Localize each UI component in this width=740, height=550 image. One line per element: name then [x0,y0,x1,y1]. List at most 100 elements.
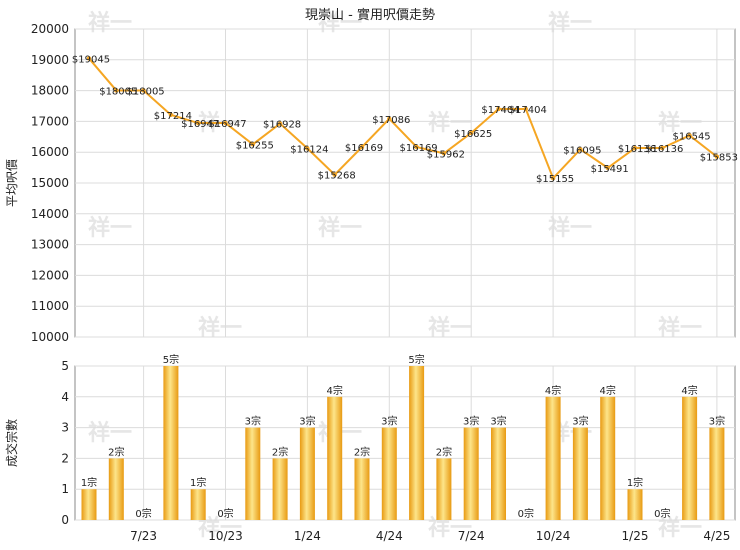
price-point [359,144,365,150]
price-point [578,147,583,152]
price-point [168,112,174,118]
volume-bar-label: 3宗 [490,415,506,428]
price-point-label: $15853 [700,153,738,164]
x-tick-label: 1/24 [294,529,321,543]
volume-bar [245,427,261,520]
price-series-line [88,57,718,181]
price-point-label: $16947 [208,119,246,130]
x-tick-label: 4/24 [376,529,403,543]
price-point [196,120,201,126]
price-point [687,133,692,138]
price-points [86,56,720,181]
volume-bar-label: 4宗 [600,384,616,397]
price-point-label: $15491 [591,164,629,175]
x-tick-label: 7/24 [458,529,485,543]
volume-bar [545,396,561,520]
price-point-label: $16136 [645,144,683,155]
price-y-tick-label: 11000 [31,299,69,313]
volume-bar-label: 0宗 [518,507,534,520]
volume-y-tick-label: 1 [61,482,69,496]
price-point [305,146,310,151]
watermark-text: 祥一 [658,110,702,136]
price-point-label: $16136 [618,144,656,155]
volume-bar [381,427,397,520]
price-point-labels: $19045$18005$18005$17214$16947$16947$162… [72,54,738,185]
watermark-text: 祥一 [548,10,592,36]
price-y-tick-label: 14000 [31,207,69,221]
volume-bar-label: 4宗 [327,384,343,397]
watermark-text: 祥一 [548,215,592,241]
price-point-label: $16947 [181,119,219,130]
x-tick-label: 4/25 [703,529,730,543]
price-point-label: $18005 [99,86,137,97]
volume-bar [163,366,179,520]
volume-bar-label: 4宗 [681,384,697,397]
price-point [714,154,720,159]
volume-bar [491,427,506,520]
volume-bar [709,427,725,520]
price-y-tick-label: 10000 [31,330,69,344]
volume-bar [627,489,643,520]
price-point-label: $16169 [345,143,383,154]
price-point [414,144,419,150]
price-point [441,151,447,156]
volume-bar [272,458,288,520]
volume-bar-label: 2宗 [272,445,288,458]
volume-bar [81,489,97,520]
volume-bar-label: 1宗 [190,476,206,489]
price-point [605,165,610,171]
volume-bar-label: 3宗 [245,415,261,428]
price-point-label: $17086 [372,115,410,126]
price-point [250,142,255,147]
volume-y-tick-label: 4 [61,390,69,404]
price-y-tick-label: 20000 [31,22,69,36]
price-point-label: $16169 [400,143,438,154]
price-y-tick-label: 19000 [31,53,69,67]
watermark-text: 祥一 [428,110,472,136]
price-y-tick-label: 12000 [31,268,69,282]
volume-bar-label: 2宗 [354,445,370,458]
x-tick-label: 10/24 [536,529,571,543]
price-point-label: $19045 [72,54,110,65]
price-y-tick-label: 13000 [31,238,69,252]
volume-bar [190,489,206,520]
volume-y-tick-label: 5 [61,359,69,373]
volume-bar [299,427,315,520]
volume-y-ticks: 0 1 2 3 4 5 [61,359,69,527]
watermark-text: 祥一 [318,10,362,36]
price-point [660,145,665,151]
price-point [387,116,392,121]
chart-title: 現崇山 - 實用呎價走勢 [305,7,435,23]
price-point [496,106,501,112]
price-y-ticks: 10000 11000 12000 13000 14000 15000 16000 17000… [31,22,69,344]
price-point [277,121,283,126]
price-point-label: $15268 [318,171,356,182]
volume-y-tick-label: 0 [61,513,69,527]
volume-bar-label: 0宗 [135,507,151,520]
price-point-label: $18005 [127,86,165,97]
volume-bar [463,427,479,520]
price-point [86,56,92,61]
volume-bar-label: 3宗 [709,415,725,428]
volume-bar [354,458,370,520]
volume-bar [436,458,452,520]
watermark-text: 祥一 [88,420,132,446]
price-y-tick-label: 17000 [31,114,69,128]
volume-bars [81,366,725,520]
price-point-label: $16625 [454,129,492,140]
price-point [523,106,528,112]
volume-bar-label: 1宗 [81,476,97,489]
volume-bar [409,366,425,520]
price-point-label: $17214 [154,111,192,122]
volume-bar-label: 4宗 [545,384,561,397]
volume-bar-label: 0宗 [654,507,670,520]
price-point-label: $16124 [290,144,328,155]
price-point-label: $15962 [427,149,465,160]
x-tick-label: 7/23 [130,529,157,543]
volume-bar-label: 2宗 [108,445,124,458]
price-point-label: $16095 [563,145,601,156]
price-gridlines [75,28,735,338]
volume-bar-label: 3宗 [572,415,588,428]
